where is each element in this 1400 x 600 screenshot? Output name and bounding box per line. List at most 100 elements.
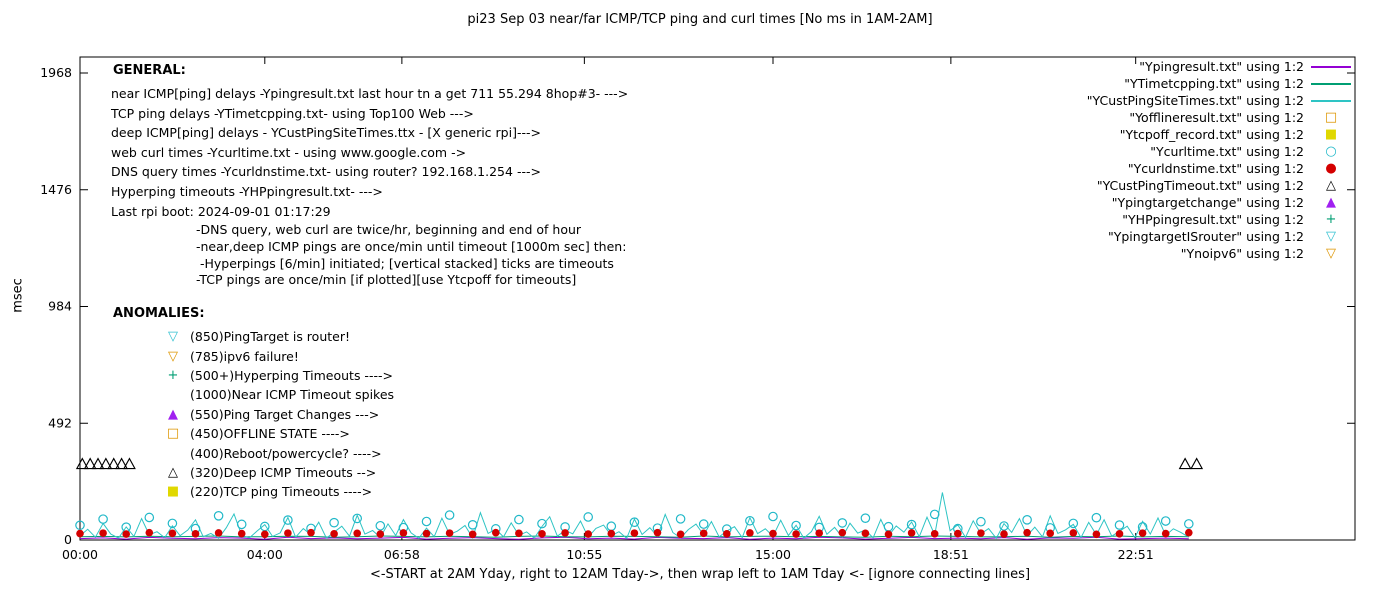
series-point-YCustPingTimeout.txt bbox=[107, 457, 121, 470]
legend-label: "YHPpingresult.txt" using 1:2 bbox=[1122, 212, 1304, 227]
legend-label: "Ycurldnstime.txt" using 1:2 bbox=[1127, 161, 1304, 176]
series-point-Ycurldnstime.txt bbox=[1069, 529, 1078, 537]
anomaly-square-filled-icon: ■ bbox=[166, 484, 180, 500]
general-line: web curl times -Ycurltime.txt - using ww… bbox=[111, 144, 467, 160]
y-tick-label: 0 bbox=[64, 532, 72, 547]
series-point-Ycurldnstime.txt bbox=[769, 529, 777, 538]
series-point-Ycurldnstime.txt bbox=[376, 530, 385, 538]
series-point-Ycurldnstime.txt bbox=[630, 529, 639, 537]
series-point-Ycurldnstime.txt bbox=[653, 528, 662, 537]
series-point-Ycurltime.txt bbox=[283, 515, 293, 525]
anomalies-heading: ANOMALIES: bbox=[113, 306, 205, 321]
series-point-Ycurltime.txt bbox=[768, 511, 778, 522]
series-point-Ycurltime.txt bbox=[144, 512, 155, 523]
legend-item: "YHPpingresult.txt" using 1:2 + bbox=[1087, 211, 1358, 228]
series-point-Ycurldnstime.txt bbox=[561, 529, 569, 537]
series-point-Ycurltime.txt bbox=[583, 512, 593, 522]
series-point-Ycurldnstime.txt bbox=[607, 529, 616, 538]
legend-item: "Ypingtargetchange" using 1:2 ▲ bbox=[1087, 194, 1358, 211]
legend-item: "YpingtargetISrouter" using 1:2 ▽ bbox=[1087, 228, 1358, 245]
legend-triangle-up-open-icon: △ bbox=[1326, 178, 1336, 193]
anomaly-plus-icon: + bbox=[167, 367, 179, 383]
anomaly-text: (320)Deep ICMP Timeouts --> bbox=[190, 464, 377, 480]
legend-label: "Ytcpoff_record.txt" using 1:2 bbox=[1119, 127, 1304, 142]
series-point-Ycurltime.txt bbox=[791, 520, 801, 531]
legend-line-sample-icon bbox=[1311, 65, 1351, 68]
x-tick-label: 22:51 bbox=[1118, 547, 1154, 562]
anomaly-square-open-icon: □ bbox=[166, 426, 180, 442]
series-point-Ycurldnstime.txt bbox=[145, 528, 154, 537]
anomaly-text: (785)ipv6 failure! bbox=[190, 348, 299, 364]
series-point-Ycurltime.txt bbox=[421, 516, 432, 527]
series-point-Ycurltime.txt bbox=[98, 514, 108, 524]
general-note-line: -near,deep ICMP pings are once/min until… bbox=[196, 238, 627, 254]
series-point-Ycurldnstime.txt bbox=[399, 529, 408, 537]
general-line: deep ICMP[ping] delays - YCustPingSiteTi… bbox=[111, 125, 541, 141]
legend-triangle-down-open-icon: ▽ bbox=[1326, 229, 1336, 244]
general-line: near ICMP[ping] delays -Ypingresult.txt … bbox=[111, 86, 629, 101]
series-point-Ycurldnstime.txt bbox=[584, 530, 592, 538]
anomaly-triangle-up-filled-icon: ▲ bbox=[168, 406, 178, 422]
series-point-Ycurldnstime.txt bbox=[699, 529, 708, 538]
series-point-Ycurldnstime.txt bbox=[746, 529, 754, 537]
series-point-Ycurldnstime.txt bbox=[977, 529, 985, 537]
series-line-Ypingresult.txt bbox=[79, 536, 1189, 540]
y-tick-label: 1968 bbox=[40, 65, 72, 80]
legend-label: "YCustPingSiteTimes.txt" using 1:2 bbox=[1086, 93, 1304, 108]
series-point-Ycurltime.txt bbox=[514, 514, 524, 525]
series-point-Ycurltime.txt bbox=[999, 521, 1009, 531]
anomaly-item: + (500+)Hyperping Timeouts ----> bbox=[162, 366, 394, 385]
series-point-Ycurldnstime.txt bbox=[954, 529, 962, 538]
series-point-Ycurldnstime.txt bbox=[214, 529, 223, 537]
series-point-Ycurltime.txt bbox=[1184, 519, 1194, 529]
x-tick-label: 18:51 bbox=[933, 547, 969, 562]
series-point-Ycurltime.txt bbox=[1114, 520, 1125, 530]
series-point-Ycurldnstime.txt bbox=[1092, 530, 1101, 539]
x-tick-label: 15:00 bbox=[755, 547, 791, 562]
legend-item: "Ynoipv6" using 1:2 ▽ bbox=[1087, 245, 1358, 262]
legend-item: "YCustPingTimeout.txt" using 1:2 △ bbox=[1087, 177, 1358, 194]
legend-line-sample-icon bbox=[1311, 99, 1351, 102]
anomaly-item: (400)Reboot/powercycle? ----> bbox=[162, 443, 394, 462]
series-point-Ycurltime.txt bbox=[236, 519, 247, 530]
legend-item: "Ytcpoff_record.txt" using 1:2 ■ bbox=[1087, 126, 1358, 143]
series-point-Ycurldnstime.txt bbox=[191, 530, 200, 538]
general-note-line: -TCP pings are once/min [if plotted][use… bbox=[196, 272, 577, 288]
series-point-Ycurltime.txt bbox=[675, 514, 686, 524]
general-line: Last rpi boot: 2024-09-01 01:17:29 bbox=[111, 203, 331, 219]
series-point-Ycurldnstime.txt bbox=[237, 529, 246, 538]
legend-triangle-up-filled-icon: ▲ bbox=[1326, 195, 1336, 210]
legend-item: "Ycurldnstime.txt" using 1:2 ● bbox=[1087, 160, 1358, 177]
series-point-Ycurldnstime.txt bbox=[330, 530, 338, 538]
anomaly-text: (550)Ping Target Changes ---> bbox=[190, 406, 380, 422]
y-tick-label: 984 bbox=[48, 299, 72, 314]
legend-label: "YCustPingTimeout.txt" using 1:2 bbox=[1096, 178, 1304, 193]
x-tick-label: 00:00 bbox=[62, 547, 98, 562]
legend-line-icon bbox=[1304, 60, 1358, 73]
general-notes-block: -DNS query, web curl are twice/hr, begin… bbox=[196, 222, 626, 289]
anomaly-item: △ (320)Deep ICMP Timeouts --> bbox=[162, 463, 394, 482]
series-point-YCustPingTimeout.txt bbox=[91, 457, 105, 470]
series-line-YCustPingSiteTimes.txt bbox=[79, 492, 1190, 540]
series-point-Ycurldnstime.txt bbox=[307, 528, 315, 537]
legend-label: "Ypingresult.txt" using 1:2 bbox=[1139, 59, 1304, 74]
series-point-YCustPingTimeout.txt bbox=[1190, 457, 1204, 470]
general-text-block: near ICMP[ping] delays -Ypingresult.txt … bbox=[111, 84, 628, 221]
series-point-Ycurldnstime.txt bbox=[1046, 529, 1054, 538]
anomaly-item: (1000)Near ICMP Timeout spikes bbox=[162, 385, 394, 404]
legend-item: "Ypingresult.txt" using 1:2 bbox=[1087, 58, 1358, 75]
series-point-Ycurldnstime.txt bbox=[445, 529, 454, 537]
series-point-Ycurldnstime.txt bbox=[815, 529, 823, 537]
series-point-Ycurltime.txt bbox=[883, 521, 894, 532]
series-point-Ycurltime.txt bbox=[1091, 512, 1102, 523]
series-point-Ycurldnstime.txt bbox=[838, 528, 847, 537]
y-tick-label: 1476 bbox=[40, 182, 72, 197]
series-point-Ycurldnstime.txt bbox=[515, 529, 523, 538]
general-line: TCP ping delays -YTimetcpping.txt- using… bbox=[111, 105, 474, 121]
series-point-YCustPingTimeout.txt bbox=[1178, 457, 1192, 470]
anomaly-triangle-down-open-icon: ▽ bbox=[168, 329, 178, 345]
y-axis-label: msec bbox=[10, 278, 26, 313]
series-point-Ycurldnstime.txt bbox=[907, 529, 916, 537]
